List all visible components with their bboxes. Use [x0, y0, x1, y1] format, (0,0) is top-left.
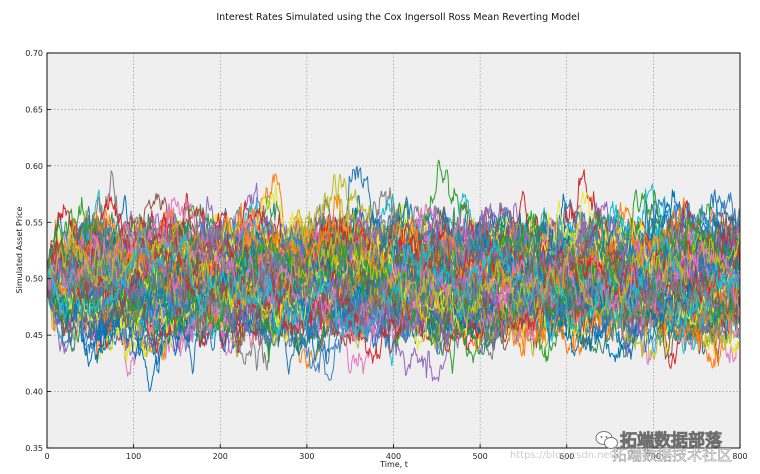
series-line — [46, 212, 741, 364]
y-tick-label: 0.35 — [25, 444, 43, 453]
y-tick-label: 0.60 — [25, 162, 43, 171]
x-tick-label: 200 — [213, 452, 228, 461]
y-axis-label: Simulated Asset Price — [15, 206, 24, 293]
series-lines — [46, 159, 741, 392]
x-tick-label: 100 — [126, 452, 141, 461]
x-tick-label: 700 — [646, 452, 661, 461]
watermark-subtext: 拓端数据技术社区 — [612, 446, 732, 464]
y-axis: 0.35 0.40 0.45 0.50 0.55 0.60 0.65 0.70 — [25, 49, 51, 453]
wechat-icon — [595, 431, 618, 449]
watermark: https://blog.csdn.net/ 拓端数据技术社区 拓端数据部落 — [510, 430, 732, 465]
watermark-text: 拓端数据部落 — [620, 430, 723, 451]
x-tick-label: 0 — [44, 452, 49, 461]
y-tick-label: 0.50 — [25, 275, 43, 284]
y-tick-label: 0.40 — [25, 388, 43, 397]
y-tick-label: 0.45 — [25, 331, 43, 340]
x-tick-label: 600 — [559, 452, 574, 461]
x-tick-label: 400 — [386, 452, 401, 461]
series-line — [46, 223, 741, 342]
series-line — [46, 200, 741, 351]
series-line — [46, 198, 741, 344]
x-axis: 0 100 200 300 400 500 600 700 800 — [44, 444, 748, 461]
y-tick-label: 0.70 — [25, 49, 43, 58]
series-line — [46, 198, 741, 346]
y-tick-label: 0.55 — [25, 218, 43, 227]
y-tick-label: 0.65 — [25, 105, 43, 114]
series-line — [46, 203, 741, 342]
chart-title: Interest Rates Simulated using the Cox I… — [216, 12, 579, 23]
series-line — [46, 217, 741, 344]
series-line — [46, 208, 741, 360]
x-tick-label: 300 — [299, 452, 314, 461]
x-axis-label: Time, t — [379, 460, 408, 469]
x-tick-label: 500 — [472, 452, 487, 461]
watermark-url: https://blog.csdn.net/ — [510, 450, 618, 461]
x-tick-label: 800 — [732, 452, 747, 461]
